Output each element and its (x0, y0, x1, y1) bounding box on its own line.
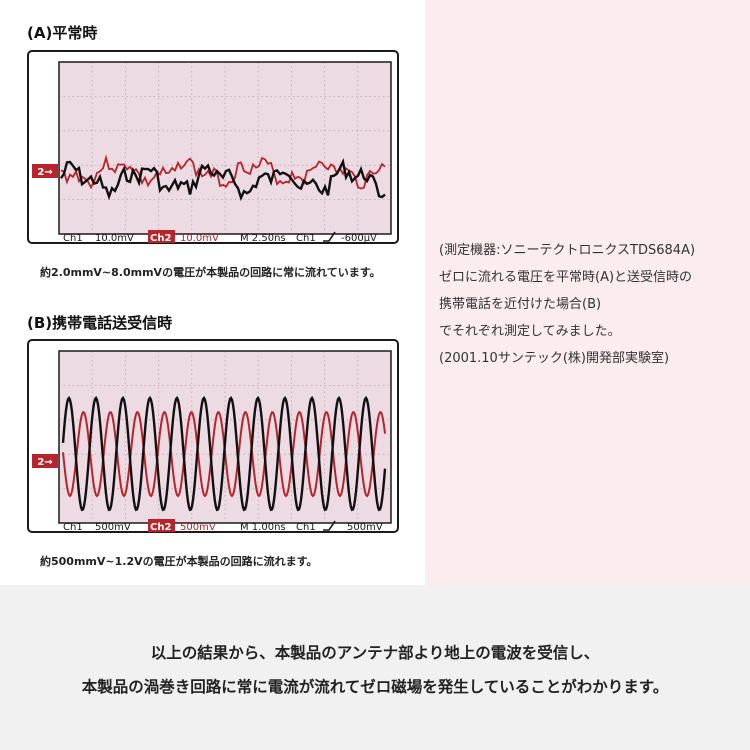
trigger-channel-a: Ch1 (296, 233, 316, 244)
notes-panel (425, 0, 750, 585)
conclusion-band (0, 585, 750, 750)
oscilloscope-a-display: 2→ Ch1 10.0mV Ch2 10.0mV M 2.50ns Ch1 -6… (32, 61, 392, 244)
trigger-level-b: 500mV (347, 522, 383, 533)
oscilloscope-a: 2→ Ch1 10.0mV Ch2 10.0mV M 2.50ns Ch1 -6… (27, 50, 399, 244)
ch1-label-b: Ch1 (63, 522, 83, 533)
section-a-caption: 約2.0mmV~8.0mmVの電圧が本製品の回路に常に流れています。 (40, 266, 381, 279)
ch1-scale-b: 500mV (95, 522, 131, 533)
trigger-slope-icon (323, 520, 336, 531)
ch2-marker-b (32, 454, 58, 468)
conclusion-line-2: 本製品の渦巻き回路に常に電流が流れてゼロ磁場を発生していることがわかります。 (81, 678, 669, 696)
section-b-caption: 約500mmV~1.2Vの電圧が本製品の回路に流れます。 (40, 555, 318, 568)
note-line: ゼロに流れる電圧を平常時(A)と送受信時の (439, 270, 693, 285)
ch2-marker-a-label: 2→ (37, 167, 52, 178)
note-line: (2001.10サンテック(株)開発部実験室) (439, 351, 670, 366)
ch1-waveform-b (61, 395, 387, 512)
ch1-label-a: Ch1 (63, 233, 83, 244)
note-line: 携帯電話を近付けた場合(B) (439, 297, 602, 312)
trigger-channel-b: Ch1 (296, 522, 316, 533)
ch1-waveform-a (60, 158, 386, 202)
oscilloscope-b: 2→ Ch1 500mV Ch2 500mV M 1.00ns Ch1 500m… (27, 339, 399, 533)
ch2-scale-a: 10.0mV (180, 233, 219, 244)
section-a-title: (A)平常時 (27, 24, 98, 42)
oscilloscope-b-display: 2→ Ch1 500mV Ch2 500mV M 1.00ns Ch1 500m… (32, 350, 392, 533)
ch2-scale-b: 500mV (180, 522, 216, 533)
timebase-b: M 1.00ns (240, 522, 286, 533)
ch2-marker-b-label: 2→ (37, 457, 52, 468)
ch1-scale-a: 10.0mV (95, 233, 134, 244)
grid-a (59, 62, 391, 234)
ch2-label-b: Ch2 (150, 522, 171, 533)
conclusion-line-1: 以上の結果から、本製品のアンテナ部より地上の電波を受信し、 (150, 644, 600, 662)
section-b-title: (B)携帯電話送受信時 (27, 314, 173, 332)
trigger-level-a: -600μV (341, 233, 377, 244)
ch2-waveform-a (60, 154, 386, 190)
measurement-notes: (測定機器:ソニーテクトロニクスTDS684A) ゼロに流れる電圧を平常時(A)… (439, 237, 739, 372)
timebase-a: M 2.50ns (240, 233, 286, 244)
trigger-slope-icon (323, 231, 336, 242)
note-line: (測定機器:ソニーテクトロニクスTDS684A) (439, 243, 696, 258)
ch2-label-a: Ch2 (150, 233, 171, 244)
note-line: でそれぞれ測定してみました。 (439, 324, 621, 339)
ch2-marker-a (32, 164, 58, 178)
